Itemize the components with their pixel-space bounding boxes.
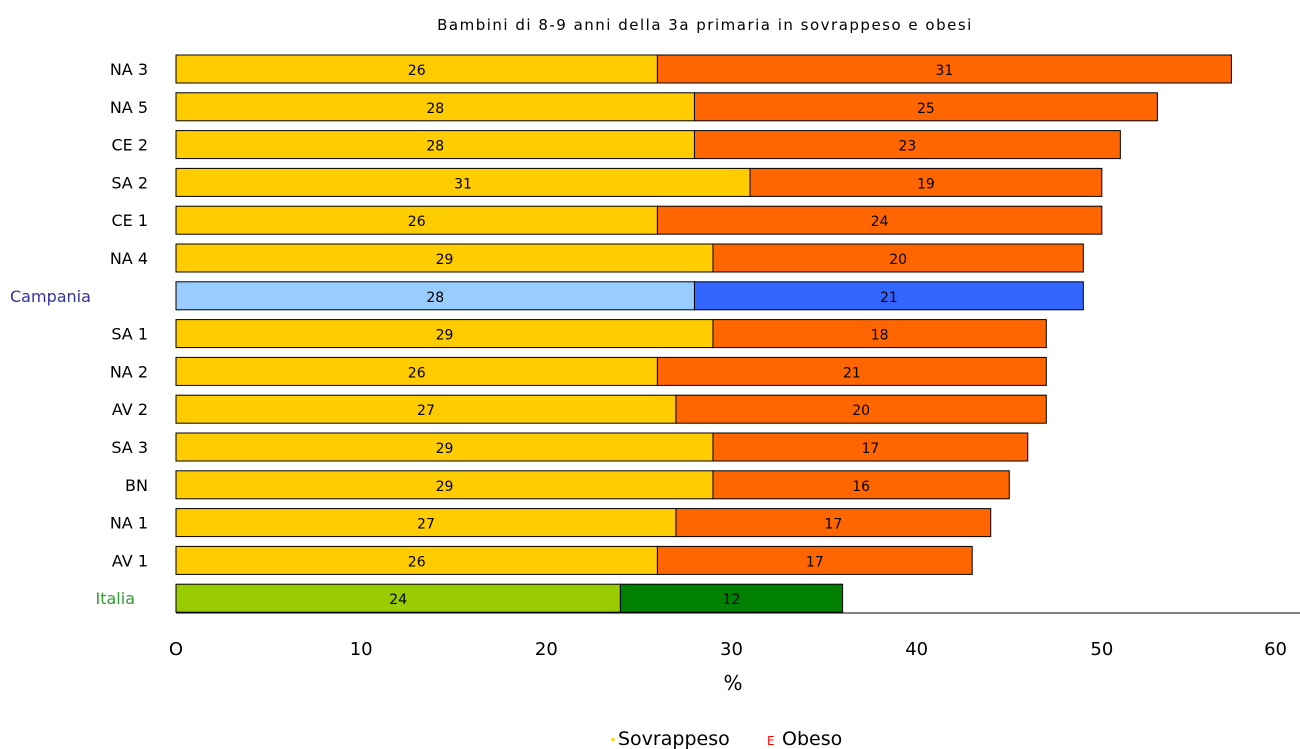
category-label-ce-1: CE 1 (111, 211, 148, 230)
category-label-campania: Campania (10, 287, 91, 306)
category-label-na-5: NA 5 (110, 98, 148, 117)
bar-obeso-bn (712, 470, 1010, 500)
data-label-sovrappeso-na-4: 29 (436, 252, 454, 268)
x-tick-label-40: 40 (905, 639, 928, 660)
data-label-obeso-na-1: 17 (824, 517, 842, 533)
data-label-obeso-na-3: 31 (936, 63, 954, 79)
data-label-obeso-sa-2: 19 (917, 176, 935, 192)
bar-sovrappeso-campania (175, 281, 695, 311)
category-label-na-4: NA 4 (110, 249, 148, 268)
data-label-obeso-ce-1: 24 (871, 214, 889, 230)
bar-sovrappeso-bn (175, 470, 714, 500)
category-labels: NA 3 NA 5 CE 2 SA 2 CE 1 NA 4 Campania SA 1 NA 2… (10, 60, 148, 608)
bar-sovrappeso-sa-3 (175, 432, 714, 462)
data-label-obeso-bn: 16 (852, 479, 870, 495)
bar-sovrappeso-av-1 (175, 545, 658, 575)
category-label-av-2: AV 2 (112, 400, 148, 419)
bars-group: 26 31 28 25 28 23 31 19 26 24 29 20 28 21 29 18 26 21 27 20… (175, 54, 1232, 613)
data-label-sovrappeso-sa-1: 29 (436, 328, 454, 344)
bar-sovrappeso-sa-2 (175, 167, 751, 197)
data-label-obeso-av-1: 17 (806, 554, 824, 570)
x-tick-label-60: 60 (1264, 639, 1287, 660)
category-label-italia: Italia (96, 589, 136, 608)
bar-sovrappeso-na-5 (175, 92, 695, 122)
data-label-sovrappeso-sa-3: 29 (436, 441, 454, 457)
data-label-sovrappeso-campania: 28 (426, 290, 444, 306)
x-tick-label-o: O (169, 639, 183, 660)
bar-obeso-sa-3 (712, 432, 1029, 462)
x-tick-label-50: 50 (1090, 639, 1113, 660)
data-label-obeso-italia: 12 (723, 592, 741, 608)
bar-obeso-italia (619, 583, 844, 613)
category-label-na-3: NA 3 (110, 60, 148, 79)
category-label-ce-2: CE 2 (111, 136, 148, 155)
x-tick-labels: O 10 20 30 40 50 60 (169, 639, 1287, 660)
bar-obeso-av-1 (656, 545, 973, 575)
bar-obeso-ce-2 (693, 130, 1121, 160)
category-label-na-1: NA 1 (110, 514, 148, 533)
data-label-sovrappeso-ce-2: 28 (426, 139, 444, 155)
chart-title: Bambini di 8-9 anni della 3a primaria in… (437, 16, 973, 34)
bar-obeso-sa-1 (712, 319, 1047, 349)
data-label-sovrappeso-sa-2: 31 (454, 176, 472, 192)
data-label-sovrappeso-na-1: 27 (417, 517, 435, 533)
legend: · Sovrappeso E Obeso (610, 728, 842, 749)
data-label-sovrappeso-av-2: 27 (417, 403, 435, 419)
bar-sovrappeso-av-2 (175, 394, 677, 424)
legend-obeso-label: Obeso (782, 728, 842, 749)
bar-obeso-av-2 (675, 394, 1047, 424)
data-label-obeso-av-2: 20 (852, 403, 870, 419)
category-label-sa-3: SA 3 (111, 438, 148, 457)
bar-sovrappeso-na-1 (175, 508, 677, 538)
category-label-na-2: NA 2 (110, 362, 148, 381)
bar-obeso-na-1 (675, 508, 992, 538)
data-label-sovrappeso-na-2: 26 (408, 365, 426, 381)
bar-obeso-na-5 (693, 92, 1158, 122)
category-label-sa-1: SA 1 (111, 325, 148, 344)
data-label-sovrappeso-av-1: 26 (408, 554, 426, 570)
x-tick-label-10: 10 (350, 639, 373, 660)
bar-sovrappeso-ce-1 (175, 205, 658, 235)
x-tick-label-20: 20 (535, 639, 558, 660)
bar-obeso-na-4 (712, 243, 1084, 273)
data-label-obeso-sa-3: 17 (861, 441, 879, 457)
data-label-obeso-ce-2: 23 (898, 139, 916, 155)
data-label-sovrappeso-italia: 24 (389, 592, 407, 608)
bar-obeso-sa-2 (749, 167, 1103, 197)
x-axis-label: % (723, 671, 742, 695)
bar-obeso-campania (693, 281, 1084, 311)
data-label-obeso-na-2: 21 (843, 365, 861, 381)
data-label-sovrappeso-ce-1: 26 (408, 214, 426, 230)
bar-sovrappeso-na-2 (175, 356, 658, 386)
category-label-av-1: AV 1 (112, 551, 148, 570)
data-label-sovrappeso-na-5: 28 (426, 101, 444, 117)
legend-obeso-marker: E (767, 734, 775, 748)
data-label-obeso-campania: 21 (880, 290, 898, 306)
bar-obeso-na-3 (656, 54, 1232, 84)
x-tick-label-30: 30 (720, 639, 743, 660)
bar-obeso-na-2 (656, 356, 1047, 386)
bar-obeso-ce-1 (656, 205, 1103, 235)
data-label-sovrappeso-bn: 29 (436, 479, 454, 495)
bar-sovrappeso-na-3 (175, 54, 658, 84)
category-label-sa-2: SA 2 (111, 173, 148, 192)
bar-sovrappeso-italia (175, 583, 621, 613)
data-label-obeso-na-5: 25 (917, 101, 935, 117)
category-label-bn: BN (125, 476, 148, 495)
data-label-sovrappeso-na-3: 26 (408, 63, 426, 79)
bar-sovrappeso-ce-2 (175, 130, 695, 160)
data-label-obeso-na-4: 20 (889, 252, 907, 268)
legend-sovrappeso-label: Sovrappeso (618, 728, 730, 749)
legend-sovrappeso-marker: · (610, 730, 616, 749)
data-label-obeso-sa-1: 18 (871, 328, 889, 344)
